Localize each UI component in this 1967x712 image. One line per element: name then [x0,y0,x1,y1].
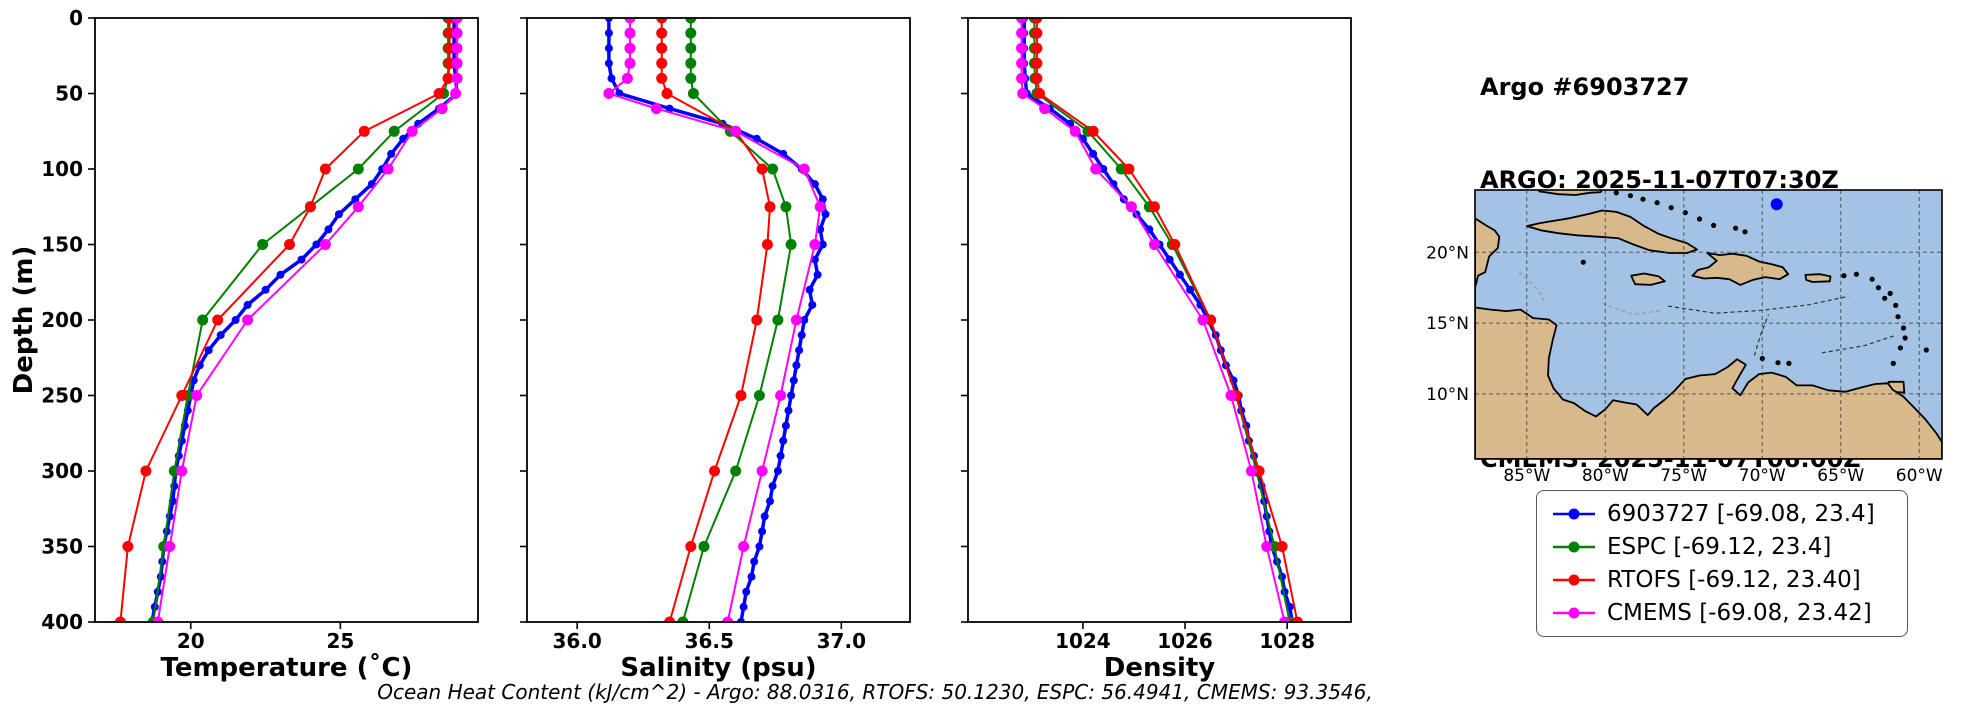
profile-charts: 20 25050100150200250300350400Temperature … [9,6,1352,683]
x-tick-label: 1024 [1055,629,1111,653]
legend-line-sample [1553,574,1595,586]
legend-label: 6903727 [-69.08, 23.4] [1607,501,1875,527]
y-axis-title: Depth (m) [9,246,39,395]
lat-tick-label: 10°N [1426,385,1469,405]
lon-tick-label: 85°W [1503,466,1550,486]
series-CMEMS [152,18,463,622]
y-tick-label: 50 [55,82,83,106]
y-tick-label: 0 [69,6,83,30]
x-tick-label: 1026 [1157,629,1213,653]
float-title: Argo #6903727 [1480,73,1690,101]
y-tick-label: 250 [41,384,83,408]
series-RTOFS [656,18,776,622]
y-tick-label: 200 [41,308,83,332]
float-position-marker [1770,198,1783,211]
x-axis-title: Density [1104,653,1216,683]
legend-line-sample [1553,607,1595,619]
series-CMEMS [1016,18,1291,622]
legend-item-0: 6903727 [-69.08, 23.4] [1551,501,1893,527]
location-map: 20°N 15°N 10°N 85°W 80°W 75°W 70°W 65°W 60°W [1426,189,1943,486]
y-tick-label: 400 [41,610,83,634]
series-CMEMS [603,18,826,622]
x-axis-title: Salinity (psu) [620,653,816,683]
x-tick-label: 1028 [1259,629,1315,653]
chart-density: 1024 1026 1028 Density [961,17,1352,683]
lon-tick-label: 75°W [1660,466,1707,486]
lon-tick-label: 70°W [1739,466,1786,486]
series-RTOFS [1031,18,1303,622]
legend-line-sample [1553,541,1595,553]
y-tick-label: 100 [41,157,83,181]
legend-item-2: RTOFS [-69.12, 23.40] [1551,567,1893,593]
x-axis-title: Temperature (˚C) [161,652,413,683]
legend-label: ESPC [-69.12, 23.4] [1607,534,1832,560]
lat-tick-label: 15°N [1426,314,1469,334]
chart-legend: 6903727 [-69.08, 23.4] ESPC [-69.12, 23.4… [1536,490,1908,637]
legend-item-3: CMEMS [-69.08, 23.42] [1551,600,1893,626]
series-6903727 [604,18,830,622]
lon-tick-label: 60°W [1896,466,1943,486]
ocean-heat-content-footer: Ocean Heat Content (kJ/cm^2) - Argo: 88.… [377,680,1373,704]
x-tick-label: 25 [326,629,354,653]
lat-tick-label: 20°N [1426,243,1469,263]
y-tick-label: 350 [41,535,83,559]
map-canvas [1475,190,1942,459]
legend-label: RTOFS [-69.12, 23.40] [1607,567,1861,593]
x-tick-label: 36.5 [685,629,734,653]
y-tick-label: 150 [41,233,83,257]
lon-tick-label: 80°W [1582,466,1629,486]
legend-label: CMEMS [-69.08, 23.42] [1607,600,1872,626]
lon-tick-label: 65°W [1817,466,1864,486]
chart-temperature-c: 20 25050100150200250300350400Temperature … [9,6,479,683]
x-tick-label: 36.0 [553,629,602,653]
x-tick-label: 20 [177,629,205,653]
x-tick-label: 37.0 [817,629,866,653]
map-graticule: 20°N 15°N 10°N 85°W 80°W 75°W 70°W 65°W 60°W [1426,190,1943,486]
y-tick-label: 300 [41,459,83,483]
legend-item-1: ESPC [-69.12, 23.4] [1551,534,1893,560]
legend-line-sample [1553,508,1595,520]
